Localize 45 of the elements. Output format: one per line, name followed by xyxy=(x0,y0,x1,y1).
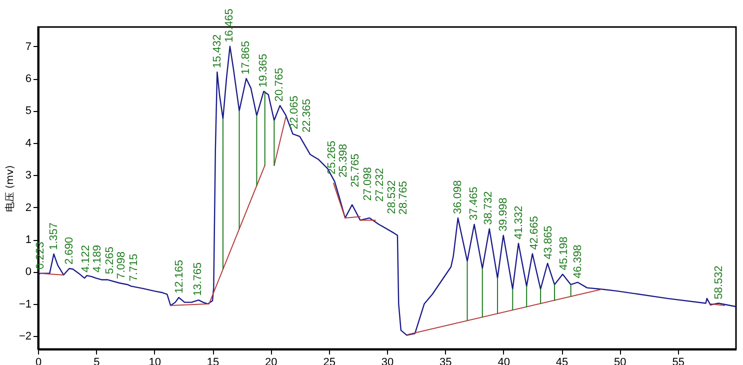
annotation: 25.265 xyxy=(326,140,338,174)
annotation: 16.465 xyxy=(224,8,236,42)
annotation: 45.198 xyxy=(558,236,570,270)
annotation: 5.265 xyxy=(104,246,116,274)
y-axis-title: 电压 (mv) xyxy=(4,165,16,212)
annotation: 1.357 xyxy=(48,222,60,250)
y-tick-label: −2 xyxy=(18,330,32,343)
y-tick-label: 5 xyxy=(25,105,32,118)
annotation: 17.865 xyxy=(240,40,252,75)
annotation: 0.223 xyxy=(34,242,47,270)
y-tick-label: 3 xyxy=(25,170,32,182)
annotation: 22.065 xyxy=(288,96,301,130)
annotation: 42.665 xyxy=(528,216,540,250)
annotation: 19.365 xyxy=(257,54,270,88)
annotation: 27.098 xyxy=(362,167,374,201)
y-tick-label: 4 xyxy=(25,137,32,150)
annotation: 41.332 xyxy=(512,206,525,240)
annotation: 7.715 xyxy=(128,254,140,282)
annotation: 25.398 xyxy=(337,144,350,178)
y-tick-label: 0 xyxy=(25,266,32,278)
annotation: 27.232 xyxy=(374,168,386,202)
annotation: 36.098 xyxy=(452,180,464,214)
annotation: 37.465 xyxy=(468,186,480,220)
annotation: 22.365 xyxy=(301,98,314,132)
annotation: 4.122 xyxy=(80,245,92,273)
annotation: 38.732 xyxy=(482,191,495,225)
annotation: 39.998 xyxy=(497,198,510,232)
annotation: 28.532 xyxy=(386,180,398,214)
annotation: 15.432 xyxy=(212,34,224,68)
y-tick-label: 6 xyxy=(25,73,32,86)
annotation: 7.098 xyxy=(116,251,128,279)
annotation: 46.398 xyxy=(572,244,584,278)
annotation: 28.765 xyxy=(398,180,410,215)
annotation: 25.765 xyxy=(350,154,362,188)
y-tick-label: −1 xyxy=(18,298,32,310)
annotation: 43.865 xyxy=(542,226,554,260)
annotation: 20.765 xyxy=(274,68,286,102)
annotation: 13.765 xyxy=(192,262,204,296)
annotation: 58.532 xyxy=(712,266,725,300)
y-tick-label: 2 xyxy=(25,202,32,214)
annotation: 2.690 xyxy=(63,236,76,264)
annotation: 4.189 xyxy=(92,245,104,273)
y-tick-label: 7 xyxy=(25,40,32,53)
y-tick-label: 1 xyxy=(25,234,32,246)
annotation: 12.165 xyxy=(174,260,186,294)
